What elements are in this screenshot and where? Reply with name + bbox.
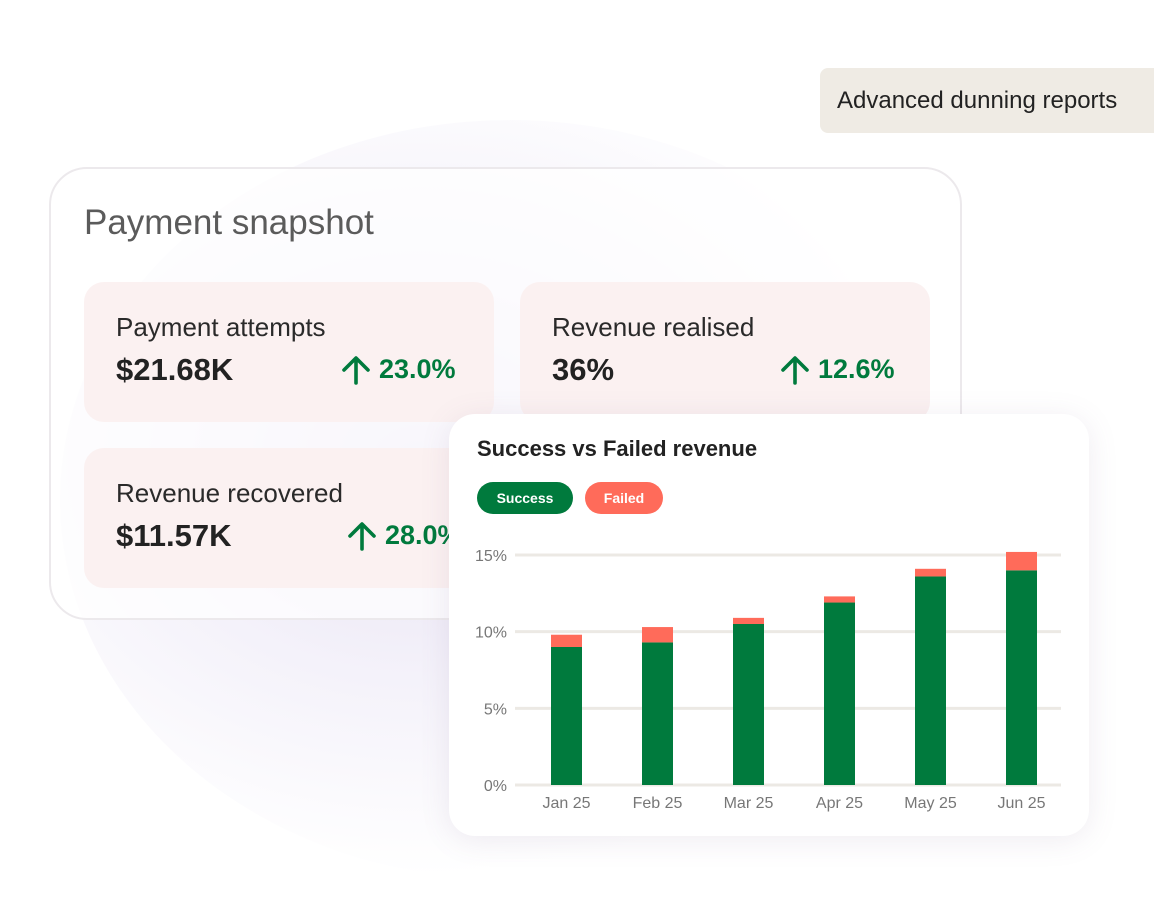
bar-chart: 0% 5% 10% 15% Jan 25 Feb 25 Mar 25 Apr 25 May 25… bbox=[475, 548, 1061, 812]
x-tick-label: Jun 25 bbox=[997, 795, 1045, 812]
metric-value: 36% bbox=[552, 352, 615, 387]
metric-card-revenue-recovered: Revenue recovered $11.57K 28.0% bbox=[84, 448, 494, 588]
x-tick-label: Jan 25 bbox=[542, 795, 590, 812]
arrow-up-icon bbox=[342, 355, 370, 385]
legend-failed[interactable]: Failed bbox=[585, 482, 663, 514]
y-tick-label: 5% bbox=[484, 701, 507, 718]
chart-title: Success vs Failed revenue bbox=[477, 436, 758, 461]
arrow-up-icon bbox=[781, 355, 809, 385]
bar-success bbox=[551, 647, 582, 785]
metric-delta: 23.0% bbox=[339, 354, 456, 385]
bar-success bbox=[824, 602, 855, 785]
metric-card-payment-attempts: Payment attempts $21.68K 23.0% bbox=[84, 282, 494, 422]
metric-label: Revenue realised bbox=[552, 312, 755, 342]
metric-label: Payment attempts bbox=[116, 312, 326, 342]
legend-success[interactable]: Success bbox=[477, 482, 573, 514]
bar-success bbox=[915, 576, 946, 785]
metric-value: $11.57K bbox=[116, 518, 232, 553]
x-tick-label: Feb 25 bbox=[633, 795, 683, 812]
advanced-dunning-reports-tag[interactable]: Advanced dunning reports bbox=[820, 68, 1154, 133]
metric-delta-value: 23.0% bbox=[379, 354, 456, 384]
y-tick-label: 10% bbox=[475, 625, 507, 642]
x-tick-label: Mar 25 bbox=[724, 795, 774, 812]
metric-delta-value: 28.0% bbox=[385, 520, 462, 550]
bar-failed bbox=[824, 596, 855, 603]
y-tick-label: 0% bbox=[484, 778, 507, 795]
x-tick-label: May 25 bbox=[904, 795, 957, 812]
payment-snapshot-card: Payment snapshot Payment attempts $21.68… bbox=[49, 167, 962, 620]
metric-value: $21.68K bbox=[116, 352, 234, 387]
bar-success bbox=[1006, 570, 1037, 785]
bar-success bbox=[733, 624, 764, 785]
revenue-chart-card: Success vs Failed revenue Success Failed… bbox=[449, 414, 1089, 836]
metric-delta: 28.0% bbox=[345, 520, 462, 551]
metric-label: Revenue recovered bbox=[116, 478, 343, 508]
bar-failed bbox=[915, 568, 946, 577]
metric-card-revenue-realised: Revenue realised 36% 12.6% bbox=[520, 282, 930, 422]
bar-failed bbox=[1006, 551, 1037, 571]
metric-delta-value: 12.6% bbox=[818, 354, 895, 384]
arrow-up-icon bbox=[348, 521, 376, 551]
bar-success bbox=[642, 642, 673, 785]
x-tick-label: Apr 25 bbox=[816, 795, 863, 812]
metric-delta: 12.6% bbox=[778, 354, 895, 385]
bar-failed bbox=[642, 627, 673, 643]
bar-failed bbox=[551, 634, 582, 647]
bar-failed bbox=[733, 617, 764, 624]
y-tick-label: 15% bbox=[475, 548, 507, 565]
snapshot-title: Payment snapshot bbox=[84, 203, 374, 242]
